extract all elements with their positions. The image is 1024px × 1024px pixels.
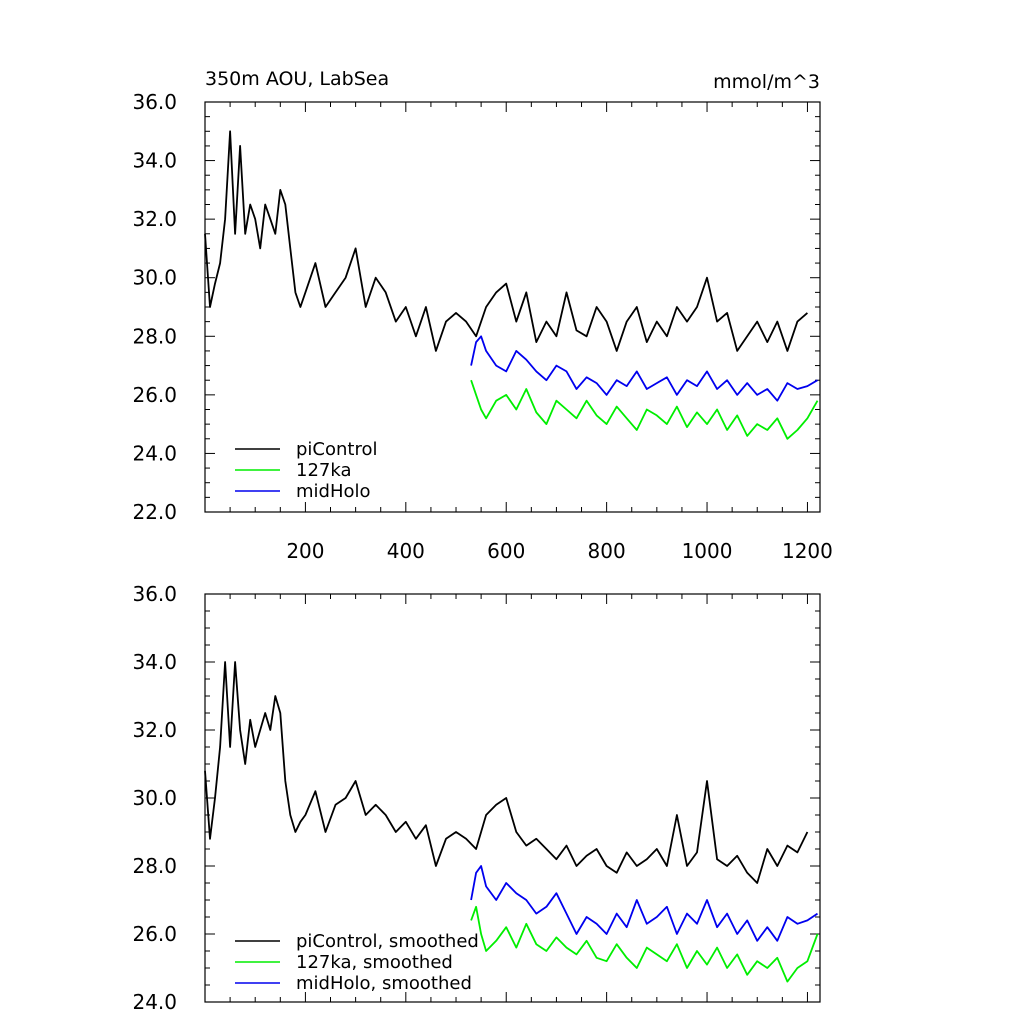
y-tick-label: 32.0 bbox=[132, 207, 177, 231]
series-line-midholo bbox=[470, 335, 818, 402]
y-tick-label: 28.0 bbox=[132, 854, 177, 878]
legend-label: 127ka, smoothed bbox=[296, 952, 453, 973]
x-tick-label: 800 bbox=[588, 539, 626, 563]
series-line-midholo-smoothed bbox=[470, 865, 819, 942]
legend-label: 127ka bbox=[296, 460, 352, 481]
y-tick-label: 34.0 bbox=[132, 149, 177, 173]
series-line-127ka-smoothed bbox=[470, 905, 819, 983]
legend-label: midHolo, smoothed bbox=[296, 973, 472, 994]
y-tick-label: 36.0 bbox=[132, 582, 177, 606]
y-tick-label: 30.0 bbox=[132, 786, 177, 810]
legend-label: piControl bbox=[296, 439, 378, 460]
panel-2: 24.0 26.0 28.0 30.0 32.0 34.0 36.0 piControl, s… bbox=[132, 582, 821, 1014]
y-tick-label: 32.0 bbox=[132, 718, 177, 742]
legend-label: piControl, smoothed bbox=[296, 931, 479, 952]
series-line-picontrol-smoothed bbox=[204, 661, 809, 884]
y-tick-label: 36.0 bbox=[132, 90, 177, 114]
chart-title: 350m AOU, LabSea bbox=[205, 68, 389, 90]
x-tick-label: 1200 bbox=[782, 539, 833, 563]
y-tick-label: 30.0 bbox=[132, 266, 177, 290]
y-tick-label: 26.0 bbox=[132, 383, 177, 407]
y-tick-label: 28.0 bbox=[132, 324, 177, 348]
y-tick-label: 26.0 bbox=[132, 922, 177, 946]
x-tick-label: 1000 bbox=[682, 539, 733, 563]
y-tick-label: 24.0 bbox=[132, 441, 177, 465]
series-line-picontrol bbox=[204, 130, 808, 352]
units-label: mmol/m^3 bbox=[713, 71, 820, 93]
x-tick-label: 200 bbox=[286, 539, 324, 563]
legend-label: midHolo bbox=[296, 481, 371, 502]
y-tick-label: 34.0 bbox=[132, 650, 177, 674]
y-tick-label: 22.0 bbox=[132, 500, 177, 524]
x-tick-label: 600 bbox=[487, 539, 525, 563]
x-tick-label: 400 bbox=[387, 539, 425, 563]
panel-1: 22.0 24.0 26.0 28.0 30.0 32.0 34.0 36.0 200 400 60… bbox=[132, 68, 832, 563]
series-line-127ka bbox=[470, 379, 819, 440]
y-tick-label: 24.0 bbox=[132, 990, 177, 1014]
